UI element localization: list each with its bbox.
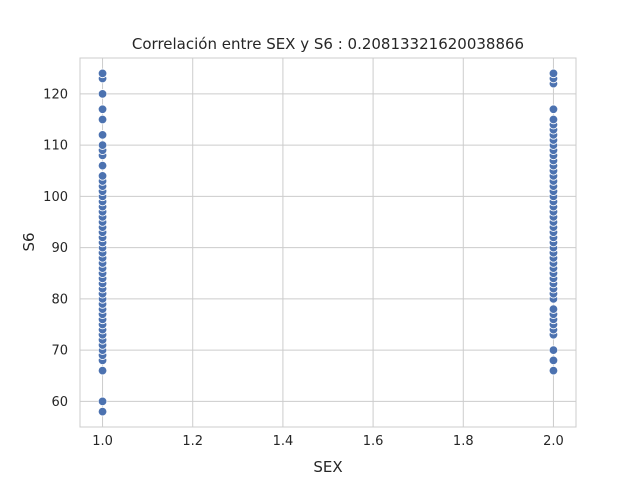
y-tick-label: 100 xyxy=(43,190,68,205)
data-point xyxy=(97,68,108,79)
y-tick-labels: 60 70 80 90 100 110 120 xyxy=(43,87,68,410)
chart-title: Correlación entre SEX y S6 : 0.208133216… xyxy=(132,35,524,53)
data-points xyxy=(97,68,559,417)
data-point xyxy=(97,114,108,125)
y-tick-label: 70 xyxy=(51,344,68,359)
data-point xyxy=(548,355,559,366)
data-point xyxy=(548,304,559,314)
data-point xyxy=(97,160,108,171)
data-point xyxy=(97,130,108,140)
x-tick-label: 1.2 xyxy=(182,434,203,449)
data-point xyxy=(97,396,108,407)
x-tick-label: 2.0 xyxy=(543,434,564,449)
data-point xyxy=(97,140,108,150)
data-point xyxy=(97,406,108,417)
data-point xyxy=(548,345,559,355)
x-tick-label: 1.0 xyxy=(92,434,113,449)
x-tick-label: 1.6 xyxy=(363,434,384,449)
data-point xyxy=(97,89,108,99)
x-tick-label: 1.8 xyxy=(453,434,474,449)
plot-frame xyxy=(79,57,577,428)
data-point xyxy=(548,104,559,114)
x-tick-label: 1.4 xyxy=(273,434,294,449)
y-tick-label: 110 xyxy=(43,139,68,154)
data-point xyxy=(97,365,108,376)
y-tick-label: 90 xyxy=(51,241,68,256)
y-axis-label: S6 xyxy=(20,232,38,251)
data-point xyxy=(548,114,559,125)
data-point xyxy=(548,68,559,79)
y-tick-label: 60 xyxy=(51,395,68,410)
x-tick-labels: 1.0 1.2 1.4 1.6 1.8 2.0 xyxy=(92,434,564,449)
y-tick-label: 120 xyxy=(43,87,68,102)
x-axis-label: SEX xyxy=(313,458,342,476)
grid xyxy=(80,58,576,427)
y-tick-label: 80 xyxy=(51,292,68,307)
data-point xyxy=(548,365,559,376)
data-point xyxy=(97,171,108,181)
data-point xyxy=(97,104,108,114)
